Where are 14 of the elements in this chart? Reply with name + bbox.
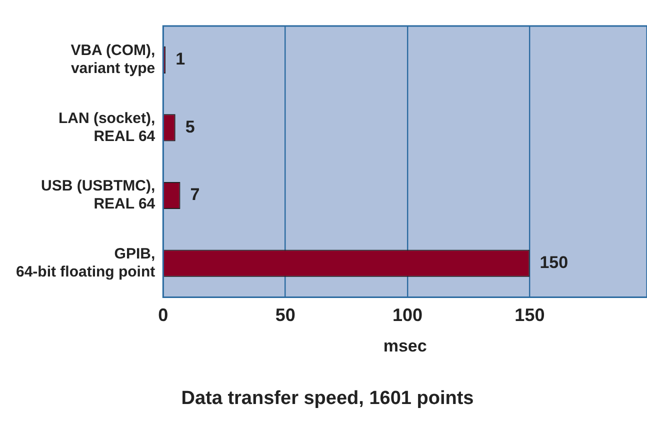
y-tick-label: GPIB, 64-bit floating point bbox=[16, 245, 156, 280]
x-axis-title: msec bbox=[383, 336, 427, 356]
x-tick-label: 50 bbox=[275, 304, 296, 325]
x-tick-label: 100 bbox=[392, 304, 423, 325]
data-label: 5 bbox=[185, 117, 195, 136]
data-label: 150 bbox=[540, 252, 568, 272]
y-tick-label: VBA (COM), variant type bbox=[70, 42, 156, 78]
x-tick-label: 150 bbox=[514, 304, 545, 325]
y-tick-label: LAN (socket), REAL 64 bbox=[58, 110, 156, 145]
y-tick-label: USB (USBTMC), REAL 64 bbox=[40, 178, 156, 213]
data-label: 1 bbox=[176, 50, 186, 69]
x-tick-label: 0 bbox=[158, 304, 168, 325]
text: Data transfer speed, 1601 points bbox=[181, 388, 474, 409]
data-label: 7 bbox=[190, 185, 200, 204]
